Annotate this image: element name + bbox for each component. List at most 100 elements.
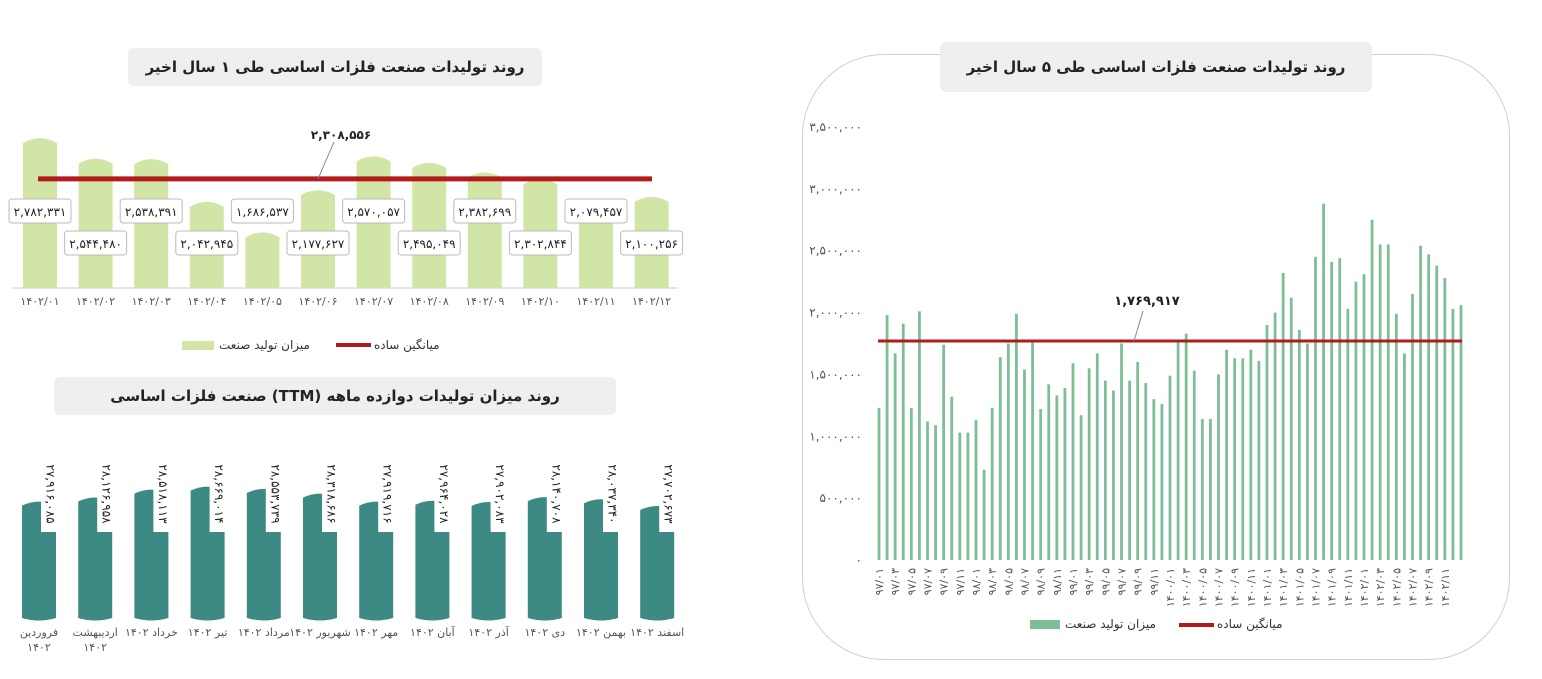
- chart1-data-label: ۲,۵۷۰,۰۵۷: [347, 205, 400, 219]
- chart1-bar: [134, 159, 169, 288]
- chart3-bar: [1160, 404, 1164, 560]
- chart1-legend-swatch-average: [336, 343, 371, 347]
- chart1-x-tick: ۱۴۰۲/۰۵: [243, 295, 282, 308]
- chart1-data-label: ۱,۶۸۶,۵۳۷: [236, 205, 289, 219]
- chart1-data-label-box: [230, 198, 294, 224]
- chart3-bar: [1152, 399, 1156, 560]
- chart2-data-label-box: [434, 456, 454, 532]
- chart2-x-tick: شهریور ۱۴۰۲: [289, 626, 351, 639]
- chart3-legend-average: میانگین ساده: [1217, 617, 1283, 632]
- chart1-legend-average: میانگین ساده: [374, 338, 440, 353]
- chart3-bar: [1136, 362, 1140, 560]
- chart3-bar: [990, 407, 994, 560]
- chart3-x-tick: ۹۷/۰۷: [922, 568, 935, 595]
- chart3-y-tick: ۵۰۰,۰۰۰: [820, 491, 863, 505]
- chart1-data-label: ۲,۰۷۹,۴۵۷: [570, 205, 623, 219]
- chart1-data-label-box: [453, 198, 517, 224]
- chart3-bar: [1403, 353, 1406, 560]
- chart3-x-tick: ۹۷/۰۹: [938, 568, 951, 595]
- chart1-x-tick: ۱۴۰۲/۰۳: [132, 295, 171, 308]
- chart3-x-tick: ۹۸/۰۹: [1035, 568, 1048, 595]
- chart1-data-label-box: [620, 230, 684, 256]
- chart3-bar: [1079, 415, 1083, 560]
- chart3-x-tick: ۱۴۰۲/۱۱: [1439, 568, 1452, 607]
- chart3-x-tick: ۹۸/۰۵: [1002, 568, 1015, 595]
- chart3-x-tick: ۱۴۰۱/۰۷: [1310, 568, 1323, 607]
- chart1-x-tick: ۱۴۰۲/۰۱: [20, 295, 59, 308]
- chart3-y-tick: ۲,۵۰۰,۰۰۰: [809, 244, 862, 258]
- chart3-y-tick: ۱,۵۰۰,۰۰۰: [809, 367, 862, 381]
- chart1-data-label-box: [119, 198, 183, 224]
- chart3-bar: [1451, 308, 1455, 560]
- chart1-title: روند تولیدات صنعت فلزات اساسی طی ۱ سال ا…: [128, 48, 542, 86]
- chart1-data-label-box: [8, 198, 72, 224]
- chart3-legend-swatch-average: [1179, 623, 1214, 627]
- chart2-data-label: ۲۸,۰۳۷,۳۴۰: [606, 464, 620, 523]
- chart2-data-label-box: [209, 456, 229, 532]
- chart3-x-tick: ۱۴۰۲/۰۳: [1374, 568, 1387, 607]
- chart3-bar: [1217, 374, 1220, 560]
- chart3-bar: [1071, 363, 1075, 560]
- chart3-x-tick: ۹۹/۰۷: [1116, 568, 1129, 595]
- chart2-data-label: ۲۸,۱۲۶,۹۵۸: [100, 464, 114, 524]
- chart1-data-label: ۲,۵۳۸,۳۹۱: [125, 205, 178, 219]
- chart2-data-label: ۲۷,۹۰۲,۰۸۳: [493, 464, 507, 524]
- chart2-data-label-box: [97, 456, 117, 532]
- chart3-x-tick: ۹۹/۱۱: [1148, 568, 1161, 595]
- chart3-bar: [1192, 370, 1196, 560]
- chart3-bar: [1427, 254, 1431, 560]
- chart1-x-tick: ۱۴۰۲/۰۶: [298, 295, 337, 308]
- chart3-x-tick: ۹۷/۱۱: [954, 568, 967, 595]
- chart1-data-label: ۲,۵۴۴,۴۸۰: [69, 237, 122, 251]
- chart3-x-tick: ۱۴۰۰/۰۳: [1180, 568, 1193, 607]
- chart3-bar: [1128, 380, 1131, 560]
- chart3-bar: [1378, 244, 1382, 560]
- chart3-bar: [901, 323, 905, 560]
- chart3-bar: [918, 311, 921, 560]
- chart1-x-tick: ۱۴۰۲/۰۹: [465, 295, 504, 308]
- chart2-x-tick: آذر ۱۴۰۲: [468, 625, 509, 639]
- chart2-plot: ۲۷,۹۱۶,۰۸۵ فروردین ۱۴۰۲ ۲۸,۱۲۶,۹۵۸ اردیبهشت ۱…: [20, 456, 684, 654]
- chart3-bar: [1273, 312, 1277, 560]
- chart3-bar: [1306, 343, 1309, 560]
- chart3-bar: [1120, 343, 1123, 560]
- chart3-x-tick: ۱۴۰۱/۰۹: [1326, 568, 1339, 607]
- chart3-y-tick: ۳,۵۰۰,۰۰۰: [809, 120, 862, 134]
- chart3-bar: [1184, 333, 1188, 560]
- chart3-bar: [1249, 349, 1253, 560]
- chart2-x-tick: خرداد ۱۴۰۲: [125, 626, 178, 639]
- chart3-x-tick: ۱۴۰۲/۰۹: [1423, 568, 1436, 607]
- chart3-bar: [1055, 395, 1059, 560]
- chart3-bar: [1233, 358, 1237, 560]
- chart3-bar: [1330, 261, 1334, 560]
- chart3-legend-production: میزان تولید صنعت: [1065, 617, 1156, 632]
- chart2-x-tick-year: ۱۴۰۲: [27, 641, 51, 654]
- chart2-data-label: ۲۷,۷۰۲,۶۷۳: [662, 464, 676, 524]
- chart3-bar: [1103, 380, 1107, 560]
- chart1-data-label: ۲,۳۸۲,۶۹۹: [458, 205, 511, 219]
- chart1-bar: [467, 172, 502, 288]
- chart3-bar: [877, 407, 881, 560]
- chart3-bar: [1281, 272, 1285, 560]
- chart2-x-tick-year: ۱۴۰۲: [83, 641, 107, 654]
- chart3-bar: [982, 469, 986, 560]
- chart3-bar: [1297, 329, 1301, 560]
- chart2-x-tick: بهمن ۱۴۰۲: [576, 626, 626, 639]
- chart2-x-tick: تیر ۱۴۰۲: [188, 626, 228, 639]
- chart1-legend-swatch-production: [182, 341, 214, 350]
- chart3-x-tick: ۱۴۰۲/۰۵: [1390, 568, 1403, 607]
- chart3-bar: [958, 432, 962, 560]
- chart3-bar: [1176, 342, 1180, 560]
- chart3-bar: [966, 432, 970, 560]
- chart3-x-tick: ۹۹/۰۳: [1083, 568, 1096, 595]
- chart3-bar: [1265, 324, 1269, 560]
- chart3-bar: [1144, 383, 1148, 560]
- chart3-x-tick: ۱۴۰۰/۰۷: [1213, 568, 1226, 607]
- chart1-x-tick: ۱۴۰۲/۱۱: [576, 295, 615, 308]
- chart1-data-label-box: [64, 230, 128, 256]
- chart1-plot: ۱۴۰۲/۰۱ ۲,۷۸۲,۳۳۱ ۱۴۰۲/۰۲ ۲,۵۴۴,۴۸۰ ۱۴۰۲/۰۳ ۲…: [8, 128, 684, 353]
- chart3-x-tick: ۹۸/۰۱: [970, 568, 983, 595]
- chart1-bar: [245, 232, 280, 288]
- chart1-x-tick: ۱۴۰۲/۰۷: [354, 295, 393, 308]
- chart1-x-tick: ۱۴۰۲/۱۰: [521, 295, 560, 308]
